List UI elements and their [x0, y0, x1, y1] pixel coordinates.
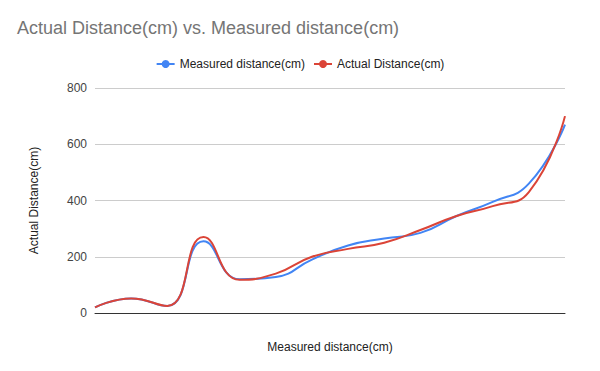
- svg-text:Actual Distance(cm) vs. Measur: Actual Distance(cm) vs. Measured distanc…: [17, 18, 399, 38]
- svg-text:Measured distance(cm): Measured distance(cm): [267, 340, 392, 354]
- svg-text:Actual Distance(cm): Actual Distance(cm): [337, 57, 444, 71]
- svg-text:Actual Distance(cm): Actual Distance(cm): [27, 147, 41, 254]
- svg-text:600: 600: [67, 137, 87, 151]
- svg-text:200: 200: [67, 250, 87, 264]
- svg-text:800: 800: [67, 81, 87, 95]
- svg-text:Measured distance(cm): Measured distance(cm): [180, 57, 305, 71]
- svg-text:400: 400: [67, 194, 87, 208]
- svg-text:0: 0: [80, 306, 87, 320]
